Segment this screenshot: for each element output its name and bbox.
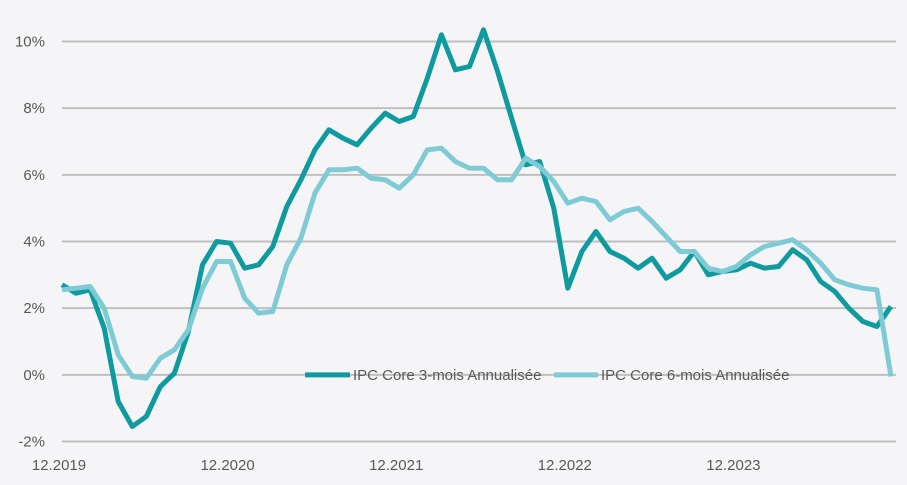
x-tick-label: 12.2023 xyxy=(706,457,760,474)
series-line-3m xyxy=(60,27,894,429)
x-tick-label: 12.2020 xyxy=(200,457,254,474)
y-tick-label: 2% xyxy=(23,300,45,317)
x-tick-label: 12.2021 xyxy=(369,457,423,474)
legend-item-3m[interactable]: IPC Core 3-mois Annualisée xyxy=(305,367,541,384)
y-tick-label: 0% xyxy=(23,367,45,384)
series-line-6m xyxy=(61,145,894,381)
y-tick-label: 8% xyxy=(23,100,45,117)
y-axis-ticks: -2% 0% 2% 4% 6% 8% 10% xyxy=(15,34,45,451)
legend: IPC Core 3-mois Annualisée IPC Core 6-mo… xyxy=(305,367,789,384)
legend-label-3m: IPC Core 3-mois Annualisée xyxy=(353,367,541,384)
x-tick-label: 12.2019 xyxy=(32,457,86,474)
gridlines xyxy=(62,40,896,443)
y-tick-label: 6% xyxy=(23,167,45,184)
series xyxy=(60,27,894,429)
legend-label-6m: IPC Core 6-mois Annualisée xyxy=(601,367,789,384)
legend-item-6m[interactable]: IPC Core 6-mois Annualisée xyxy=(554,367,789,384)
y-tick-label: 4% xyxy=(23,234,45,251)
y-tick-label: 10% xyxy=(15,34,45,51)
y-tick-label: -2% xyxy=(18,434,45,451)
x-axis-ticks: 12.2019 12.2020 12.2021 12.2022 12.2023 xyxy=(32,457,761,474)
x-tick-label: 12.2022 xyxy=(538,457,592,474)
